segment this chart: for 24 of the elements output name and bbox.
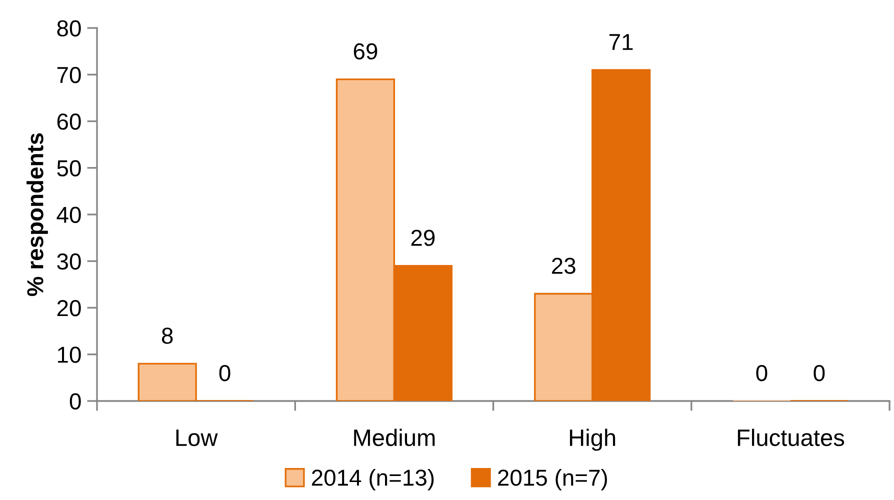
legend-label: 2015 (n=7) (498, 469, 607, 490)
x-tick-label: Medium (354, 428, 435, 446)
data-label: 0 (814, 364, 825, 382)
data-label: 29 (411, 230, 435, 246)
x-tick-label: Fluctuates (738, 428, 844, 446)
data-label: 71 (609, 34, 633, 50)
y-tick-label: 0 (70, 393, 81, 410)
data-label: 8 (162, 328, 173, 344)
y-tick-label: 10 (58, 346, 81, 363)
y-tick-label: 50 (57, 160, 81, 176)
y-tick-label: 80 (57, 20, 81, 37)
y-tick-label: 20 (57, 300, 81, 316)
data-label: 0 (219, 364, 230, 382)
data-label: 23 (552, 258, 576, 274)
data-label: 0 (756, 364, 768, 382)
y-tick-label: 60 (57, 114, 81, 130)
data-label: 69 (354, 43, 378, 60)
y-axis-title: % respondents (26, 133, 48, 296)
y-tick-label: 30 (57, 253, 81, 270)
y-tick-label: 40 (56, 206, 81, 224)
legend-label: 2014 (n=13) (312, 469, 434, 490)
y-tick-label: 70 (57, 66, 81, 84)
x-tick-label: Low (176, 430, 218, 446)
x-tick-label: High (570, 428, 616, 451)
